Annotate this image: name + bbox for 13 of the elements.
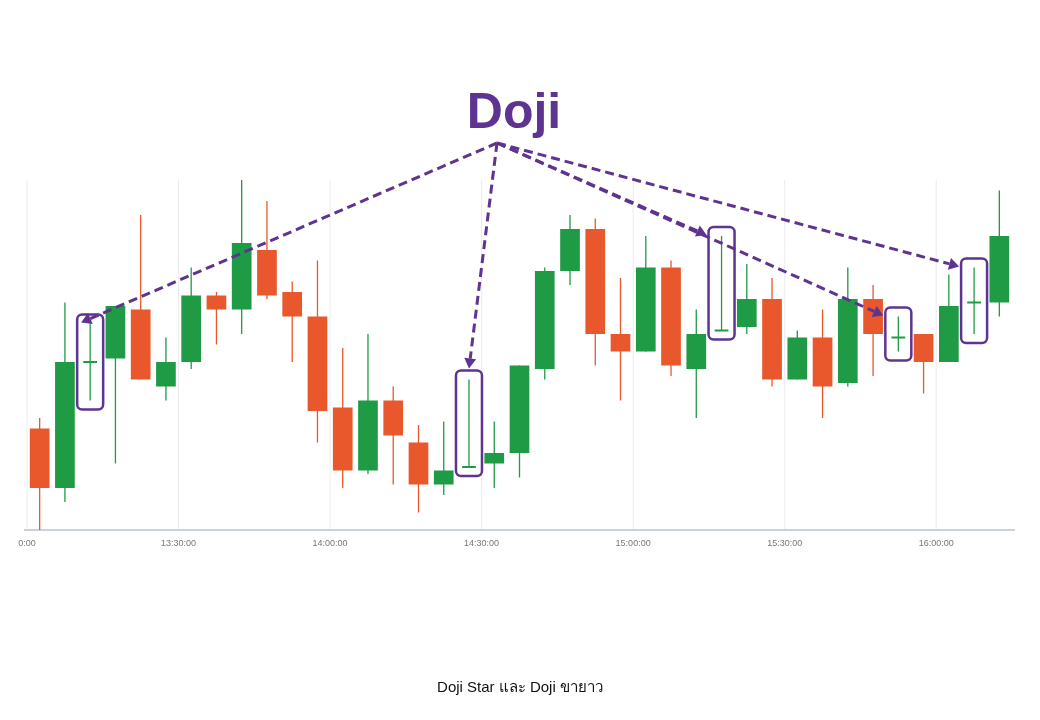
x-tick-label: 15:30:00 — [767, 538, 803, 548]
text: Doji Star และ Doji ขายาว — [437, 678, 603, 695]
text: Doji — [466, 83, 562, 139]
x-tick-label: 16:00:00 — [918, 538, 954, 548]
x-tick-label: 13:30:00 — [161, 538, 197, 548]
x-tick-label: 0:00 — [18, 538, 36, 548]
candlestick — [484, 420, 505, 489]
candlestick — [433, 420, 454, 496]
candlestick — [206, 291, 227, 346]
x-tick-label: 14:00:00 — [312, 538, 348, 548]
x-tick-label: 14:30:00 — [464, 538, 500, 548]
candlestick — [610, 277, 631, 402]
x-tick-label: 15:00:00 — [615, 538, 651, 548]
